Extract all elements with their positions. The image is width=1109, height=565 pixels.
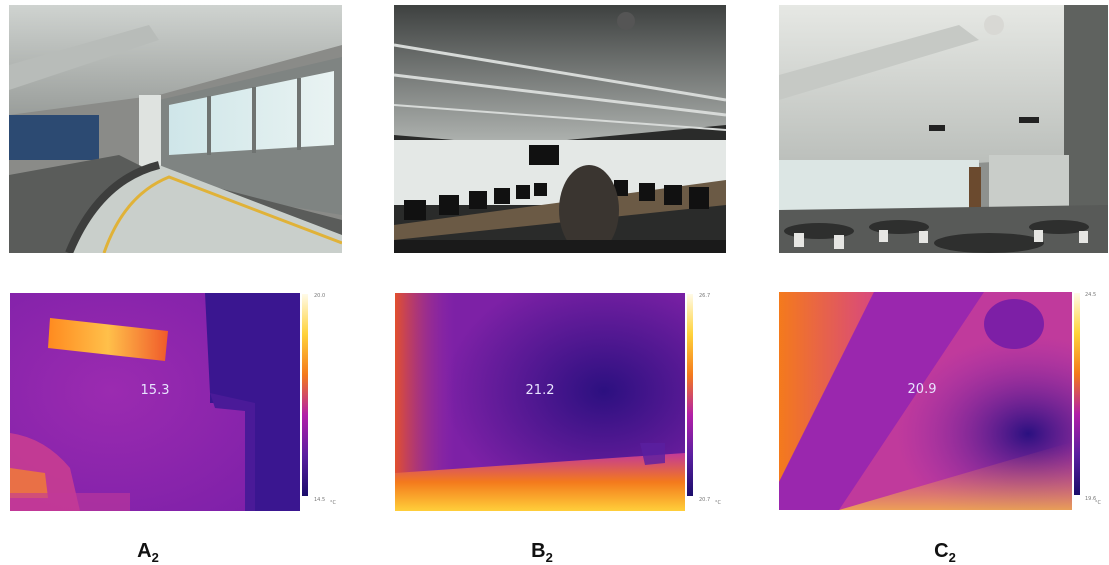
caption-a-subscript: 2 <box>151 550 159 565</box>
scale-unit-a: °C <box>330 500 336 506</box>
center-temperature-a: 15.3 <box>140 383 170 398</box>
thermal-image-b <box>395 293 685 511</box>
caption-a: A2 <box>137 540 159 565</box>
scale-unit-b: °C <box>715 500 721 506</box>
thermal-scale-bar-b <box>687 294 693 496</box>
photo-a-corridor <box>9 5 342 253</box>
scale-max-c: 24.5 <box>1085 292 1097 298</box>
thermal-scale-bar-c <box>1074 293 1080 495</box>
caption-c: C2 <box>934 540 956 565</box>
caption-b-subscript: 2 <box>545 550 553 565</box>
scale-min-a: 14.5 <box>314 497 326 503</box>
photo-c-dining-hall <box>779 5 1108 253</box>
thermal-image-a <box>10 293 300 511</box>
thermal-image-c <box>779 292 1072 510</box>
scale-max-b: 26.7 <box>699 293 711 299</box>
caption-c-subscript: 2 <box>948 550 956 565</box>
center-temperature-b: 21.2 <box>525 383 555 398</box>
center-temperature-c: 20.9 <box>907 382 937 397</box>
thermal-scale-bar-a <box>302 294 308 496</box>
scale-min-c: 19.6 <box>1085 496 1097 502</box>
scale-max-a: 20.0 <box>314 293 326 299</box>
caption-b: B2 <box>531 540 553 565</box>
photo-b-conference-room <box>394 5 726 253</box>
scale-min-b: 20.7 <box>699 497 711 503</box>
caption-a-letter: A <box>137 540 152 562</box>
caption-c-letter: C <box>934 540 949 562</box>
caption-b-letter: B <box>531 540 546 562</box>
scale-unit-c: °C <box>1095 500 1101 506</box>
